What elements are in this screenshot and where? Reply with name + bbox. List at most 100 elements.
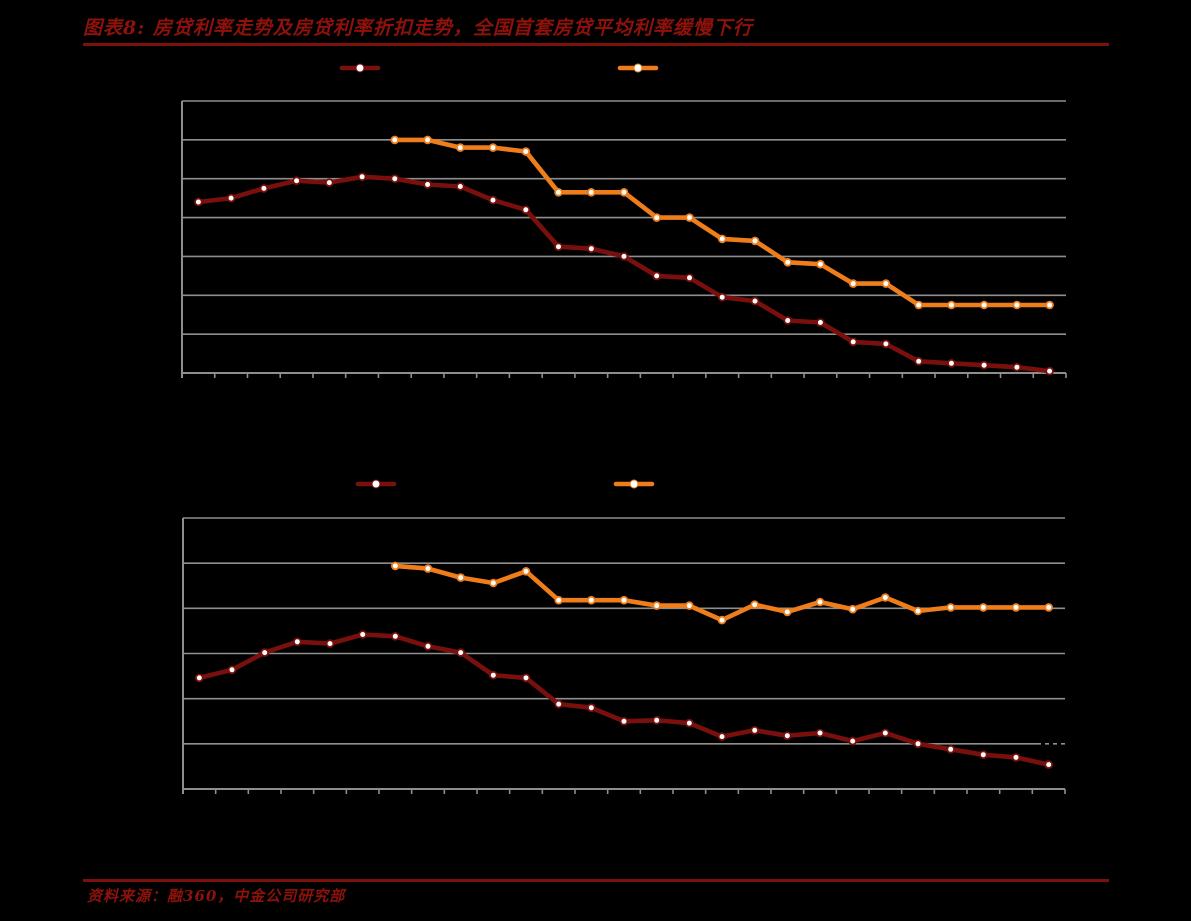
data-point-marker — [586, 188, 596, 197]
data-point-marker — [978, 750, 988, 759]
data-point-marker — [292, 176, 301, 186]
data-point-marker — [684, 718, 694, 728]
source-note: 资料来源：融360，中金公司研究部 — [87, 887, 346, 905]
data-point-marker — [1044, 603, 1053, 612]
data-point-marker — [880, 728, 890, 738]
data-point-marker — [946, 744, 955, 754]
data-point-marker — [816, 259, 825, 269]
data-point-marker — [750, 725, 759, 735]
data-point-marker — [521, 147, 531, 156]
data-point-marker — [881, 279, 891, 288]
data-point-marker — [783, 316, 792, 325]
data-point-marker — [881, 339, 891, 349]
chart-mortgage-discount-trend — [182, 479, 1066, 794]
data-point-marker — [456, 648, 466, 657]
data-point-marker — [684, 601, 694, 610]
data-point-marker — [423, 641, 433, 651]
legend-marker-dot — [371, 479, 381, 489]
data-point-marker — [717, 732, 727, 741]
data-point-marker — [914, 300, 923, 310]
data-point-marker — [455, 143, 465, 152]
data-point-marker — [586, 595, 596, 605]
data-point-marker — [979, 360, 989, 370]
data-point-marker — [358, 630, 368, 639]
data-point-marker — [750, 600, 759, 609]
data-point-marker — [455, 182, 465, 191]
data-point-marker — [390, 561, 400, 571]
data-point-marker — [619, 595, 629, 605]
data-point-marker — [750, 236, 760, 246]
data-point-marker — [750, 296, 760, 306]
data-point-marker — [685, 273, 694, 283]
data-point-marker — [1044, 760, 1053, 769]
data-point-marker — [194, 197, 203, 207]
data-point-marker — [554, 595, 563, 605]
data-point-marker — [1011, 753, 1021, 762]
data-point-marker — [783, 257, 792, 267]
data-point-marker — [815, 597, 825, 607]
data-point-marker — [816, 318, 825, 327]
data-point-marker — [947, 300, 956, 310]
data-point-marker — [978, 603, 988, 612]
data-point-marker — [423, 135, 432, 145]
chart-mortgage-rate-trend — [181, 63, 1067, 378]
data-point-marker — [717, 615, 727, 625]
data-point-marker — [259, 184, 269, 193]
data-point-marker — [586, 703, 596, 712]
data-point-marker — [1045, 366, 1054, 376]
data-point-marker — [652, 601, 661, 610]
data-point-marker — [1012, 300, 1022, 310]
data-point-marker — [260, 648, 270, 657]
data-point-marker — [685, 213, 694, 222]
legend-marker-dot — [355, 63, 365, 73]
data-point-marker — [815, 728, 825, 738]
data-point-marker — [848, 279, 858, 288]
data-point-marker — [390, 174, 400, 184]
data-point-marker — [390, 631, 400, 641]
data-point-marker — [1012, 362, 1022, 372]
data-point-marker — [226, 193, 236, 203]
footer-rule — [83, 879, 1109, 882]
data-point-marker — [554, 699, 563, 709]
data-point-marker — [913, 606, 923, 616]
data-point-marker — [488, 578, 498, 588]
data-point-marker — [390, 135, 400, 145]
legend-marker-dot — [633, 63, 643, 73]
data-point-marker — [848, 337, 858, 347]
data-point-marker — [554, 242, 563, 252]
data-point-marker — [717, 292, 727, 302]
data-point-marker — [947, 358, 956, 368]
data-point-marker — [782, 607, 792, 617]
data-point-marker — [946, 603, 955, 612]
data-point-marker — [521, 566, 531, 576]
data-point-marker — [324, 178, 334, 187]
data-point-marker — [913, 739, 923, 749]
data-point-marker — [1045, 300, 1054, 310]
data-point-marker — [554, 188, 563, 197]
data-point-marker — [423, 564, 433, 573]
data-point-marker — [848, 736, 857, 746]
data-point-marker — [652, 213, 661, 222]
series-line-orange-rate — [392, 137, 1052, 308]
data-point-marker — [456, 573, 466, 582]
data-point-marker — [521, 205, 531, 215]
data-point-marker — [880, 593, 890, 602]
data-point-marker — [848, 604, 857, 614]
data-point-marker — [619, 188, 629, 197]
series-line-orange-discount — [392, 563, 1051, 623]
data-point-marker — [423, 180, 432, 189]
legend-marker-dot — [629, 479, 639, 489]
title-rule — [83, 43, 1109, 46]
data-point-marker — [717, 234, 727, 244]
data-point-marker — [357, 172, 367, 182]
data-point-marker — [782, 731, 792, 740]
data-point-marker — [195, 673, 204, 683]
data-point-marker — [488, 195, 498, 205]
data-point-marker — [652, 271, 661, 281]
data-point-marker — [292, 637, 302, 647]
data-point-marker — [325, 639, 335, 648]
data-point-marker — [521, 673, 531, 683]
data-point-marker — [1011, 603, 1021, 612]
